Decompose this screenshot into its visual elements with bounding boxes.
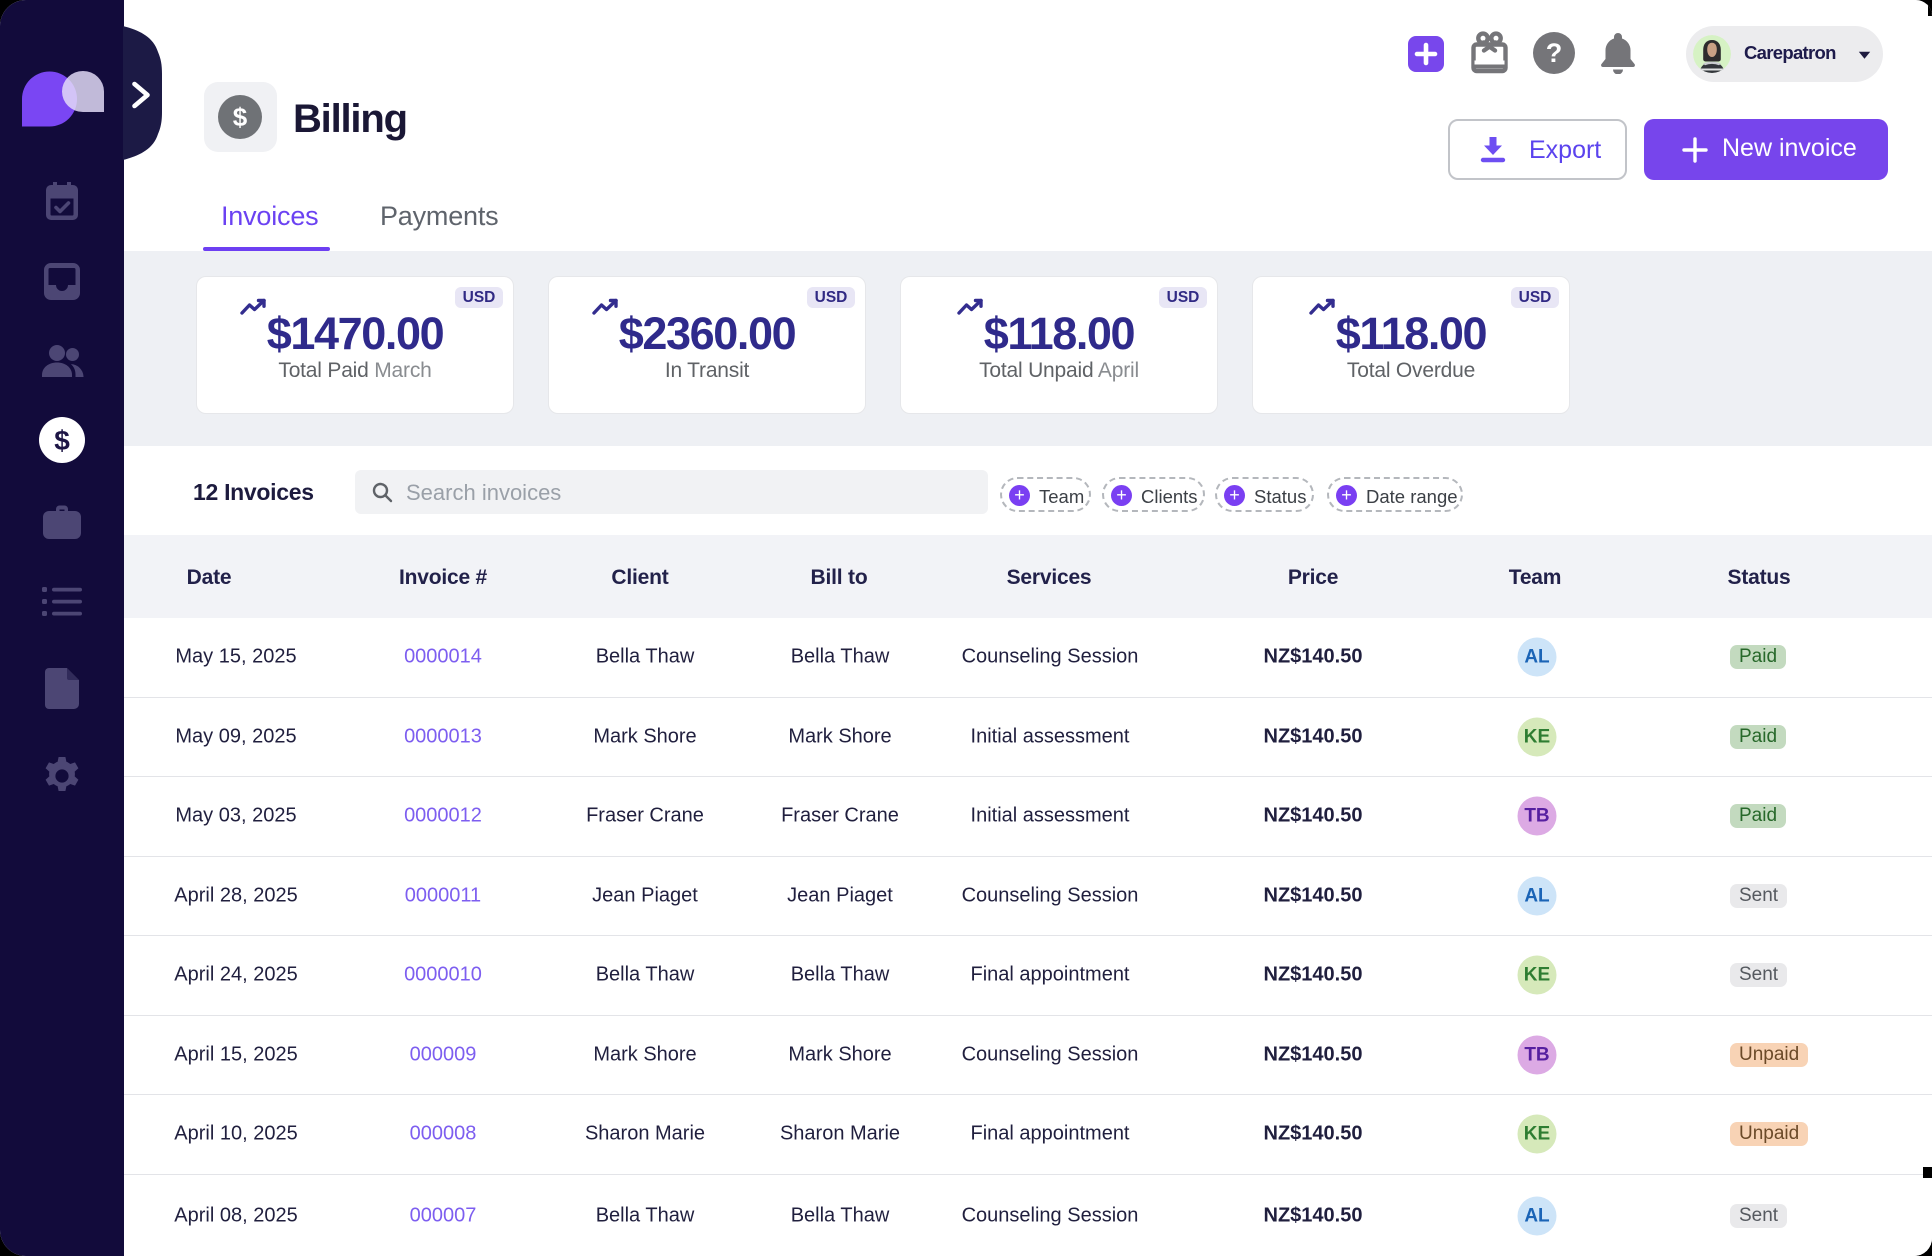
svg-text:$: $	[233, 102, 248, 132]
svg-text:$: $	[54, 425, 70, 456]
svg-text:?: ?	[1546, 38, 1563, 68]
